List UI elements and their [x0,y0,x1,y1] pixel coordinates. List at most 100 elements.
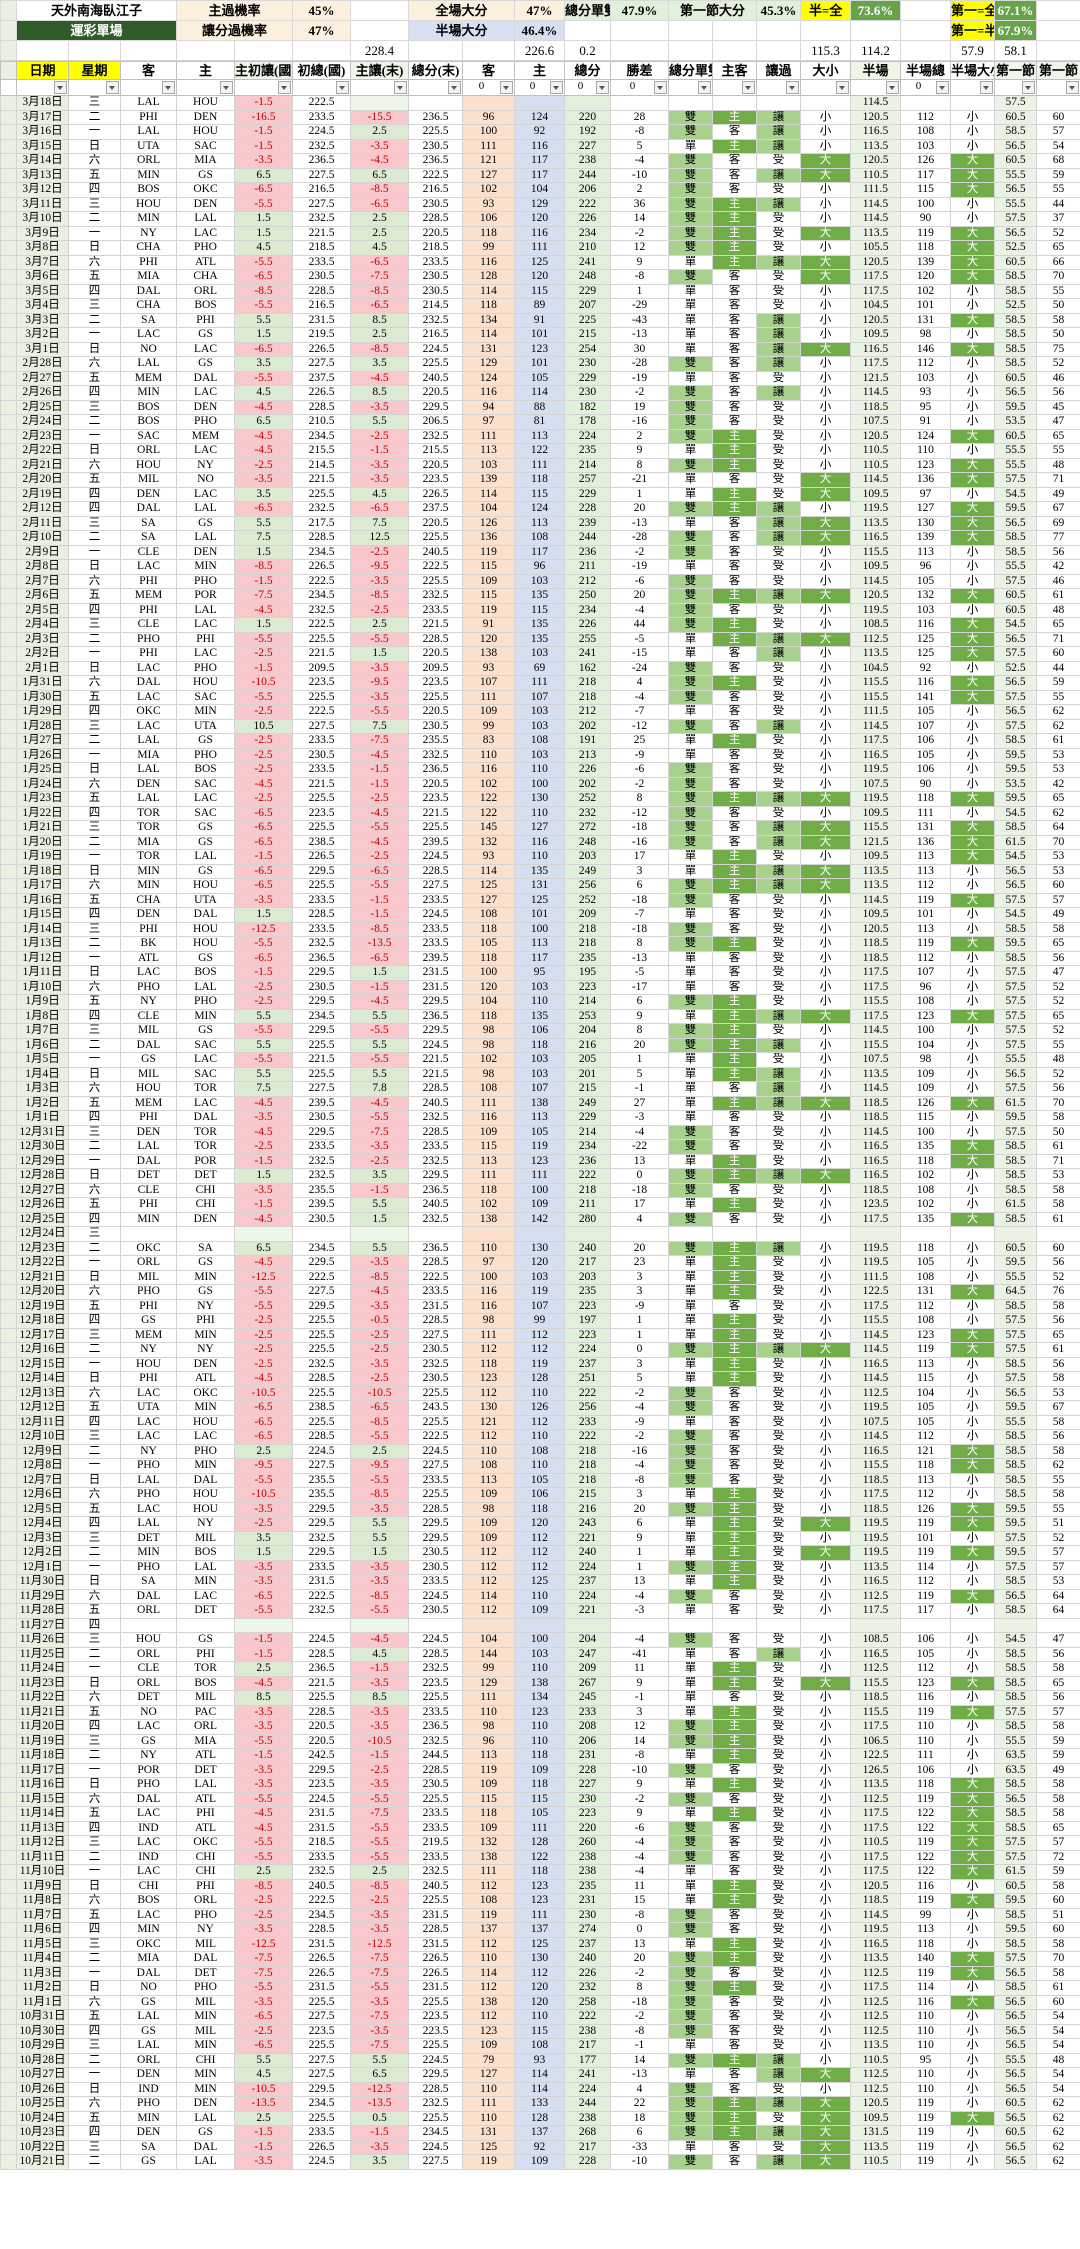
cell-open_total[interactable]: 224.5 [292,124,351,140]
cell-ou[interactable]: 小 [800,124,851,140]
cell-close_total[interactable]: 228.5 [408,1646,463,1662]
filter-dropdown-icon[interactable] [886,81,899,94]
cell-weekday[interactable]: 二 [68,312,121,328]
cell-open_spread[interactable]: -3.5 [234,153,293,169]
cell-margin[interactable]: 5 [610,138,669,154]
cell-close_total[interactable]: 232.5 [408,2096,463,2112]
cell-away[interactable]: MEM [120,370,177,386]
cell-weekday[interactable]: 二 [68,1646,121,1662]
cell-date[interactable]: 11月19日 [16,1733,69,1749]
cell-open_total[interactable]: 232.5 [292,1530,351,1546]
cell-home[interactable]: DEN [176,109,235,125]
cell-away[interactable]: CLE [120,1661,177,1677]
cell-margin[interactable]: -2 [610,1385,669,1401]
cell-half_line[interactable]: 107.5 [850,1414,901,1430]
cell-odd_even[interactable]: 雙 [668,240,713,256]
cell-total[interactable]: 230 [564,1907,611,1923]
cell-weekday[interactable]: 三 [68,1936,121,1952]
cell-weekday[interactable]: 四 [68,805,121,821]
cell-total[interactable]: 239 [564,515,611,531]
table-row[interactable]: 12月28日日 DET DET 1.5 232.5 3.5 229.5 111 111 222 0 雙… [0,1168,1080,1184]
cell-total[interactable]: 205 [564,1052,611,1068]
cell-open_total[interactable]: 221.5 [292,646,351,662]
table-row[interactable]: 12月14日日 PHI ATL -4.5 228.5 -2.5 230.5 123 128 251… [0,1371,1080,1387]
cell-half_line[interactable]: 112.5 [850,1994,901,2010]
cell-half_ou[interactable]: 小 [950,965,995,981]
cell-open_spread[interactable]: -8.5 [234,1878,293,1894]
cell-total[interactable]: 274 [564,1922,611,1938]
cell-cover[interactable]: 讓 [756,196,801,212]
table-row[interactable]: 2月7日六 PHI PHO -1.5 222.5 -3.5 225.5 109 103 212 -6… [0,573,1080,589]
cell-home_score[interactable]: 135 [514,1008,565,1024]
cell-date[interactable]: 3月4日 [16,298,69,314]
cell-cover[interactable]: 受 [756,1545,801,1561]
cell-away[interactable]: SAC [120,428,177,444]
table-row[interactable]: 2月5日四 PHI LAL -4.5 232.5 -2.5 233.5 119 115 234 -4… [0,602,1080,618]
cell-away[interactable]: CLE [120,544,177,560]
table-row[interactable]: 2月4日三 CLE LAC 1.5 222.5 2.5 221.5 91 135 226 44 雙主受… [0,617,1080,633]
cell-close_total[interactable]: 230.5 [408,283,463,299]
cell-away[interactable]: IND [120,1820,177,1836]
cell-open_total[interactable]: 229.5 [292,2081,351,2097]
cell-odd_even[interactable]: 雙 [668,1719,713,1735]
cell-home_score[interactable]: 110 [514,805,565,821]
cell-weekday[interactable]: 六 [68,979,121,995]
cell-ou[interactable]: 小 [800,1110,851,1126]
cell-home[interactable]: LAL [176,979,235,995]
cell-margin[interactable]: -13 [610,950,669,966]
cell-open_spread[interactable]: -1.5 [234,849,293,865]
cell-odd_even[interactable]: 單 [668,950,713,966]
cell-margin[interactable]: -3 [610,1603,669,1619]
cell-q1_total[interactable]: 52 [1036,225,1080,241]
cell-date[interactable]: 3月18日 [16,95,69,111]
cell-half_total[interactable]: 119 [900,2110,951,2126]
cell-total[interactable]: 238 [564,2023,611,2039]
cell-q1_total[interactable]: 58 [1036,1197,1080,1213]
filter-dropdown-icon[interactable] [448,81,461,94]
cell-ou[interactable]: 小 [800,733,851,749]
cell-cover[interactable]: 讓 [756,312,801,328]
cell-away[interactable]: PHO [120,979,177,995]
filter-dropdown-icon[interactable] [742,81,755,94]
cell-margin[interactable]: 3 [610,1269,669,1285]
cell-weekday[interactable]: 二 [68,109,121,125]
cell-odd_even[interactable]: 雙 [668,1762,713,1778]
cell-half_line[interactable]: 119.5 [850,1255,901,1271]
cell-open_total[interactable]: 229.5 [292,1298,351,1314]
cell-margin[interactable]: 3 [610,863,669,879]
cell-home_score[interactable]: 107 [514,689,565,705]
cell-ou[interactable]: 小 [800,1385,851,1401]
cell-ou[interactable]: 小 [800,196,851,212]
cell-open_spread[interactable]: -1.5 [234,573,293,589]
table-row[interactable]: 12月16日二 NY NY -2.5 225.5 -2.5 230.5 112 112 224 0 雙… [0,1342,1080,1358]
cell-q1_line[interactable]: 55.5 [994,457,1037,473]
table-row[interactable]: 12月8日一 PHO MIN -9.5 227.5 -9.5 227.5 108 110 218-… [0,1458,1080,1474]
cell-home[interactable]: GS [176,327,235,343]
cell-odd_even[interactable]: 雙 [668,1182,713,1198]
table-row[interactable]: 11月4日二 MIA DAL -7.5 226.5 -7.5 226.5 110 130 240 2… [0,1951,1080,1967]
cell-weekday[interactable]: 六 [68,1487,121,1503]
cell-open_total[interactable]: 227.5 [292,196,351,212]
cell-total[interactable]: 214 [564,457,611,473]
cell-winner[interactable]: 主 [712,1748,757,1764]
cell-half_total[interactable]: 113 [900,863,951,879]
cell-home[interactable]: MIN [176,559,235,575]
cell-winner[interactable]: 客 [712,559,757,575]
cell-odd_even[interactable]: 雙 [668,588,713,604]
cell-half_ou[interactable]: 小 [950,1240,995,1256]
cell-close_spread[interactable]: 2.5 [350,1864,409,1880]
cell-date[interactable]: 2月1日 [16,660,69,676]
cell-open_total[interactable] [292,1226,351,1242]
cell-close_total[interactable]: 230.5 [408,1545,463,1561]
cell-weekday[interactable]: 五 [68,1806,121,1822]
cell-q1_line[interactable] [994,1226,1037,1242]
cell-open_spread[interactable]: 5.5 [234,312,293,328]
cell-half_total[interactable]: 95 [900,399,951,415]
cell-half_ou[interactable]: 小 [950,1936,995,1952]
cell-open_total[interactable]: 217.5 [292,515,351,531]
cell-home[interactable]: CHI [176,1182,235,1198]
cell-away[interactable]: MIN [120,1211,177,1227]
cell-margin[interactable]: -4 [610,1588,669,1604]
cell-date[interactable]: 12月11日 [16,1414,69,1430]
cell-half_ou[interactable] [950,1617,995,1633]
